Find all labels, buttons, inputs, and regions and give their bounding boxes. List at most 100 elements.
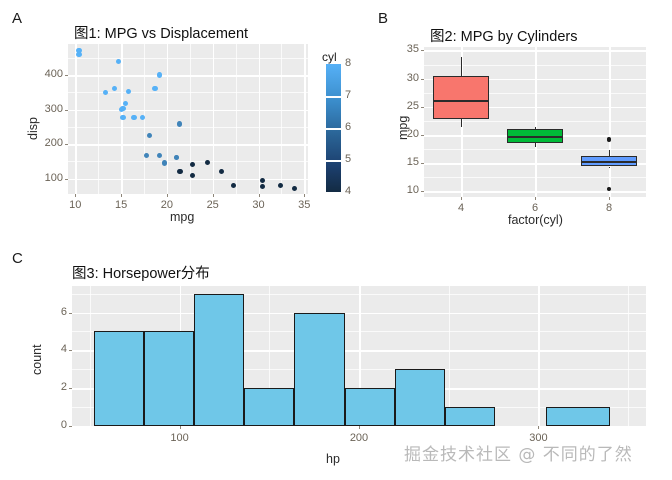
y-tick-mark: [421, 78, 424, 80]
histogram-bar: [194, 293, 245, 426]
boxplot-median-line: [581, 161, 637, 163]
legend-tick-label: 4: [345, 185, 352, 197]
scatter-point: [157, 72, 163, 78]
gridline-minor-vertical: [448, 286, 450, 426]
gridline-major-vertical: [212, 44, 215, 194]
gridline-minor-horizontal: [68, 161, 308, 163]
gridline-major-vertical: [535, 47, 537, 197]
x-tick-label: 4: [457, 202, 465, 214]
x-tick-label: 20: [160, 199, 174, 211]
boxplot-outlier: [606, 137, 612, 142]
x-tick-label: 15: [114, 199, 128, 211]
scatter-point: [123, 100, 129, 106]
gridline-major-horizontal: [68, 109, 308, 112]
scatter-point: [231, 183, 237, 189]
y-tick-mark: [69, 312, 72, 314]
gridline-major-horizontal: [72, 350, 646, 352]
plot-a-title: 图1: MPG vs Displacement: [74, 26, 249, 42]
plot-a-panel-background: [68, 44, 308, 194]
y-tick-label: 2: [60, 381, 67, 394]
x-tick-label: 25: [206, 199, 219, 211]
gridline-major-vertical: [609, 47, 611, 197]
gridline-minor-vertical: [628, 286, 630, 426]
x-tick-label: 6: [531, 202, 539, 214]
x-tick-mark: [609, 197, 610, 200]
plot-a-ylabel: disp: [26, 117, 40, 140]
gridline-major-vertical: [538, 286, 540, 426]
plot-c-xlabel: hp: [326, 452, 340, 466]
x-tick-mark: [75, 194, 77, 197]
scatter-point: [190, 173, 196, 179]
scatter-point: [173, 155, 179, 161]
gridline-minor-vertical: [269, 286, 271, 426]
legend-tick-label: 8: [345, 57, 352, 69]
histogram-bar: [93, 331, 144, 426]
y-tick-label: 10: [406, 184, 419, 197]
legend-tick-label: 5: [345, 153, 352, 165]
panel-label-a: A: [12, 10, 23, 27]
histogram-bar: [394, 369, 446, 426]
gridline-minor-vertical: [189, 44, 191, 194]
plot-b-title: 图2: MPG by Cylinders: [430, 29, 578, 45]
y-tick-mark: [65, 109, 68, 111]
y-tick-mark: [69, 426, 72, 427]
scatter-point: [219, 168, 225, 175]
gridline-major-vertical: [258, 44, 261, 194]
scatter-point: [177, 121, 183, 127]
y-tick-label: 0: [60, 419, 67, 431]
x-tick-label: 200: [349, 432, 369, 444]
histogram-bar: [445, 407, 496, 426]
plot-c-ylabel: count: [30, 344, 44, 375]
scatter-point: [103, 89, 109, 95]
y-tick-mark: [421, 106, 424, 108]
scatter-point: [115, 58, 121, 64]
scatter-point: [204, 159, 210, 165]
gridline-major-vertical: [359, 286, 361, 426]
gridline-major-horizontal: [68, 75, 308, 77]
scatter-point: [76, 47, 82, 53]
panel-label-c: C: [12, 250, 23, 267]
y-tick-mark: [69, 388, 72, 390]
scatter-point: [146, 132, 153, 138]
scatter-point: [118, 106, 124, 112]
boxplot-median-line: [433, 100, 489, 103]
y-tick-mark: [421, 135, 424, 136]
y-tick-label: 300: [44, 102, 63, 115]
scatter-point: [291, 185, 297, 191]
y-tick-mark: [65, 144, 68, 145]
y-tick-label: 6: [60, 305, 67, 318]
legend-title-cyl: cyl: [322, 50, 337, 64]
gridline-major-horizontal: [72, 312, 646, 315]
y-tick-mark: [421, 50, 424, 52]
y-tick-mark: [69, 350, 72, 352]
histogram-bar: [143, 331, 194, 426]
gridline-minor-vertical: [89, 286, 91, 426]
scatter-point: [144, 152, 150, 158]
plot-b-xlabel: factor(cyl): [508, 213, 563, 227]
y-tick-label: 35: [406, 43, 419, 56]
y-tick-label: 15: [406, 156, 419, 169]
scatter-point: [157, 152, 163, 158]
x-tick-mark: [461, 197, 462, 200]
scatter-point: [259, 184, 265, 190]
x-tick-label: 8: [605, 202, 613, 214]
x-tick-label: 300: [529, 432, 548, 444]
y-tick-mark: [65, 178, 68, 180]
histogram-bar: [344, 388, 395, 426]
scatter-point: [259, 177, 265, 183]
y-tick-mark: [421, 163, 424, 165]
gridline-minor-vertical: [235, 44, 237, 194]
gridline-major-vertical: [304, 44, 306, 194]
box-whisker-lower: [609, 166, 611, 168]
gridline-minor-horizontal: [68, 126, 308, 128]
x-tick-label: 100: [170, 432, 189, 444]
box-whisker-lower: [461, 119, 463, 128]
scatter-point: [177, 168, 183, 174]
legend-tick-label: 7: [345, 89, 352, 101]
x-tick-label: 30: [252, 199, 265, 211]
gridline-minor-vertical: [98, 44, 100, 194]
plot-c-title: 图3: Horsepower分布: [72, 266, 210, 282]
plot-a-xlabel: mpg: [170, 210, 195, 224]
histogram-bar: [545, 407, 611, 426]
watermark: 掘金技术社区 @ 不同的了然: [404, 445, 633, 465]
